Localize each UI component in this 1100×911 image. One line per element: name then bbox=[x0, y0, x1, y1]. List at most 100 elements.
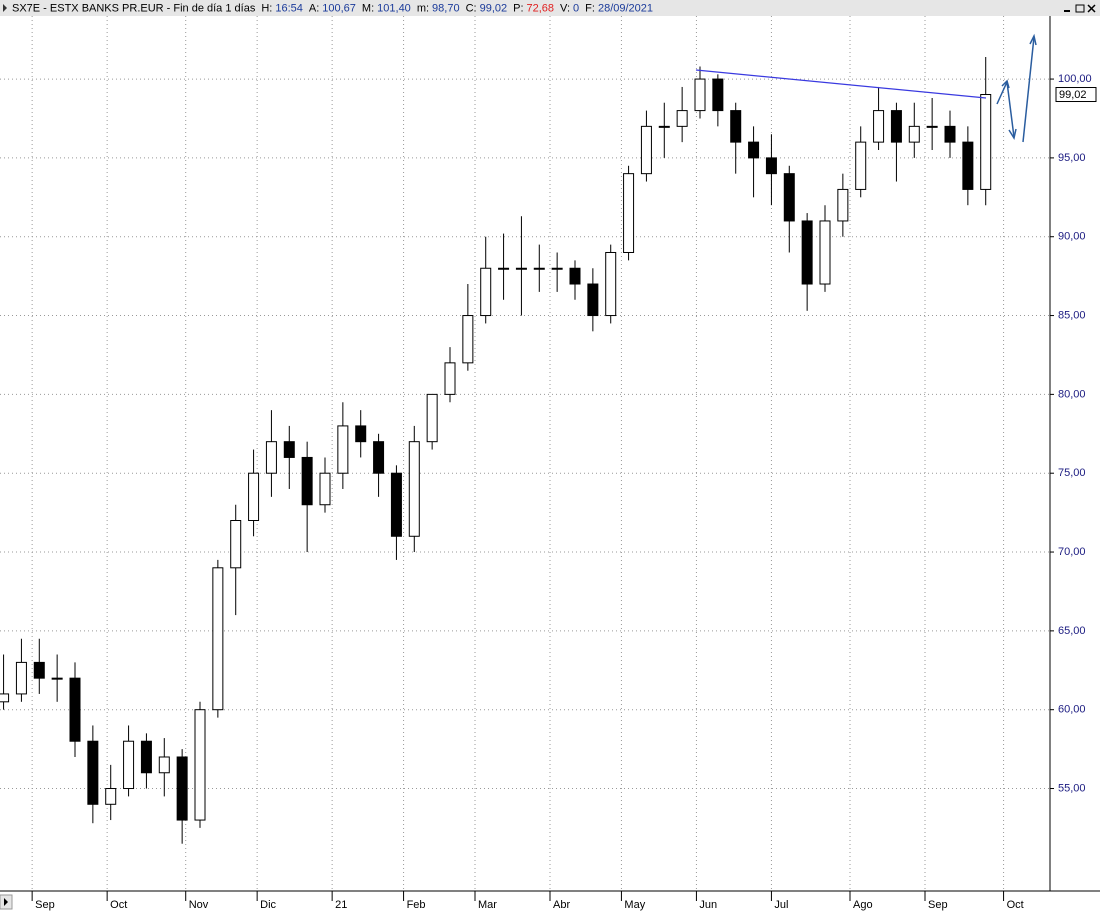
field-label: A: bbox=[309, 2, 319, 14]
candle-body bbox=[801, 220, 813, 285]
candle-body bbox=[730, 110, 742, 143]
x-tick-label: Dic bbox=[260, 899, 276, 911]
header-text: SX7E - ESTX BANKS PR.EUR - Fin de día 1 … bbox=[12, 2, 653, 14]
x-tick-label: Jun bbox=[699, 899, 717, 911]
y-tick-label: 60,00 bbox=[1058, 704, 1086, 716]
candle-body bbox=[658, 125, 670, 128]
x-tick-label: Mar bbox=[478, 899, 497, 911]
candle-body bbox=[337, 425, 349, 474]
field-value: 101,40 bbox=[377, 2, 411, 14]
x-tick-label: Abr bbox=[553, 899, 570, 911]
candle-body bbox=[0, 693, 10, 703]
candle-body bbox=[87, 740, 99, 805]
candle-body bbox=[587, 283, 599, 317]
candle-body bbox=[783, 173, 795, 222]
candle-body bbox=[426, 393, 438, 443]
field-label: V: bbox=[560, 2, 570, 14]
candle-body bbox=[498, 267, 510, 270]
candle-body bbox=[855, 141, 867, 190]
candle-body bbox=[51, 677, 63, 680]
candle-body bbox=[980, 94, 992, 190]
candle-body bbox=[194, 709, 206, 821]
candle-body bbox=[265, 441, 277, 474]
candle-body bbox=[480, 267, 492, 317]
field-label: M: bbox=[362, 2, 374, 14]
field-value: 100,67 bbox=[322, 2, 356, 14]
x-tick-label: Jul bbox=[774, 899, 788, 911]
header-icon bbox=[3, 4, 7, 12]
candle-body bbox=[33, 661, 45, 679]
y-tick-label: 65,00 bbox=[1058, 625, 1086, 637]
x-tick-label: Oct bbox=[110, 899, 127, 911]
candle-body bbox=[15, 661, 27, 695]
y-tick-label: 95,00 bbox=[1058, 152, 1086, 164]
field-value: 16:54 bbox=[275, 2, 303, 14]
field-label: H: bbox=[261, 2, 272, 14]
field-label: C: bbox=[466, 2, 477, 14]
close[interactable] bbox=[1087, 4, 1096, 13]
projection-arrows bbox=[996, 33, 1037, 143]
x-tick-label: Feb bbox=[407, 899, 426, 911]
y-tick-label: 90,00 bbox=[1058, 231, 1086, 243]
window-controls[interactable] bbox=[1062, 3, 1096, 13]
candle-body bbox=[551, 267, 563, 270]
field-label: F: bbox=[585, 2, 595, 14]
candle-body bbox=[158, 756, 170, 774]
candle-body bbox=[748, 141, 760, 159]
x-tick-label: Nov bbox=[189, 899, 209, 911]
candle-body bbox=[408, 441, 420, 537]
candle-body bbox=[926, 125, 938, 128]
candle-body bbox=[890, 110, 902, 143]
maximize[interactable] bbox=[1075, 4, 1085, 13]
candle-body bbox=[283, 441, 295, 458]
y-tick-label: 75,00 bbox=[1058, 467, 1086, 479]
field-value: 98,70 bbox=[432, 2, 460, 14]
x-tick-label: Sep bbox=[35, 899, 55, 911]
x-tick-label: Oct bbox=[1007, 899, 1024, 911]
candle-body bbox=[640, 125, 652, 175]
candle-body bbox=[230, 520, 242, 569]
last-price-label: 99,02 bbox=[1059, 89, 1087, 101]
candle-body bbox=[605, 251, 617, 317]
y-tick-label: 55,00 bbox=[1058, 782, 1086, 794]
candle-body bbox=[694, 78, 706, 112]
x-tick-label: 21 bbox=[335, 899, 347, 911]
scroll-arrow bbox=[4, 898, 8, 906]
y-tick-label: 80,00 bbox=[1058, 388, 1086, 400]
symbol: SX7E - ESTX BANKS PR.EUR - Fin de día 1 … bbox=[12, 2, 256, 14]
candle-body bbox=[301, 456, 313, 506]
candle-body bbox=[837, 188, 849, 222]
x-tick-label: Ago bbox=[853, 899, 873, 911]
candle-body bbox=[623, 173, 635, 253]
field-value: 0 bbox=[573, 2, 579, 14]
x-tick-label: Sep bbox=[928, 899, 948, 911]
candle-body bbox=[444, 362, 456, 395]
candle-body bbox=[515, 267, 527, 270]
candle-body bbox=[123, 740, 135, 790]
candle-body bbox=[319, 472, 331, 506]
candle-body bbox=[533, 267, 545, 270]
candle-body bbox=[390, 472, 402, 537]
candle-body bbox=[176, 756, 188, 821]
y-tick-label: 70,00 bbox=[1058, 546, 1086, 558]
candle-body bbox=[765, 157, 777, 175]
candle-body bbox=[944, 125, 956, 143]
field-value: 72,68 bbox=[527, 2, 555, 14]
candle-body bbox=[462, 315, 474, 364]
candle-body bbox=[105, 788, 117, 805]
field-label: m: bbox=[417, 2, 429, 14]
field-value: 28/09/2021 bbox=[598, 2, 653, 14]
y-tick-label: 100,00 bbox=[1058, 73, 1092, 85]
plot bbox=[0, 16, 1050, 891]
trend-line bbox=[695, 69, 987, 99]
candle-body bbox=[69, 677, 81, 742]
candle-body bbox=[676, 110, 688, 127]
candle-body bbox=[962, 141, 974, 190]
candle-body bbox=[373, 441, 385, 474]
candle-body bbox=[248, 472, 260, 522]
field-label: P: bbox=[513, 2, 523, 14]
candle-body bbox=[819, 220, 831, 285]
field-value: 99,02 bbox=[480, 2, 508, 14]
candle-body bbox=[712, 78, 724, 112]
